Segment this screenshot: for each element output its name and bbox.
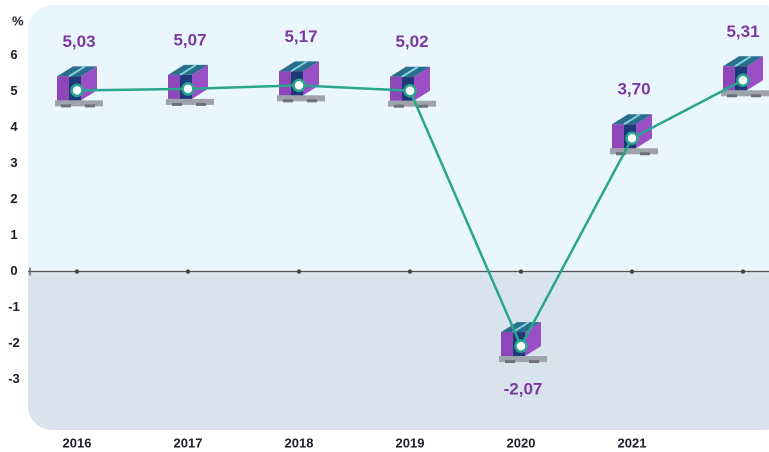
- pallet-slot: [505, 360, 515, 364]
- pallet-slot: [418, 104, 428, 108]
- zero-dot: [407, 269, 413, 274]
- box-tape: [290, 60, 308, 73]
- x-tick-label: 2018: [285, 435, 314, 450]
- y-tick-label: -2: [8, 335, 20, 350]
- data-point: [292, 78, 306, 93]
- box-tape: [68, 65, 86, 78]
- pallet-slot: [616, 152, 626, 156]
- pallet: [610, 148, 658, 155]
- box-tape: [512, 321, 530, 333]
- zero-dot: [185, 269, 191, 274]
- box-front-left: [390, 76, 402, 101]
- value-label: 5,17: [284, 27, 317, 46]
- value-label: 5,07: [173, 30, 206, 49]
- y-tick-label: 6: [10, 47, 17, 62]
- negative-area: [28, 271, 769, 430]
- pallet-slot: [307, 99, 317, 103]
- box-front-left: [612, 124, 624, 149]
- pallet: [499, 356, 547, 363]
- box-icon: [388, 65, 436, 108]
- box-side: [81, 66, 97, 101]
- pallet: [388, 100, 436, 107]
- box-front-left: [279, 71, 291, 96]
- box-front-left: [57, 76, 69, 101]
- pallet-slot: [172, 102, 182, 106]
- data-point: [625, 131, 639, 146]
- zero-dot: [296, 269, 302, 274]
- box-front-left: [168, 74, 180, 99]
- y-axis-label: %: [12, 13, 24, 28]
- pallet-slot: [529, 360, 539, 364]
- y-tick-label: 5: [10, 83, 17, 98]
- value-label: 3,70: [617, 80, 650, 99]
- y-tick-label: 0: [10, 263, 17, 278]
- pallet: [166, 98, 214, 105]
- box-tape: [179, 64, 197, 76]
- pallet: [55, 100, 103, 107]
- data-point: [70, 83, 84, 98]
- y-tick-label: -3: [8, 371, 20, 386]
- box-tape: [734, 55, 752, 68]
- value-label: 5,31: [726, 22, 759, 41]
- data-point: [181, 82, 195, 96]
- y-tick-label: 3: [10, 155, 17, 170]
- x-tick-label: 2019: [396, 435, 425, 450]
- box-side: [414, 66, 430, 101]
- plot-area: [28, 5, 769, 430]
- pallet-slot: [196, 102, 206, 106]
- pallet-slot: [61, 104, 71, 108]
- y-tick-label: 4: [10, 119, 18, 134]
- data-point: [514, 339, 528, 353]
- data-point: [403, 83, 417, 98]
- value-label: 5,03: [62, 32, 95, 51]
- pallet: [277, 95, 325, 102]
- value-label: 5,02: [395, 32, 428, 51]
- x-tick-label: 2017: [174, 435, 203, 450]
- zero-dot: [629, 269, 635, 274]
- box-tape: [401, 65, 419, 78]
- x-tick-label: 2016: [63, 435, 92, 450]
- zero-dot: [74, 269, 80, 274]
- x-tick-label: 2021: [618, 435, 647, 450]
- box-front-left: [501, 332, 513, 357]
- pallet-slot: [640, 152, 650, 156]
- box-tape: [623, 113, 641, 126]
- box-side: [747, 56, 763, 91]
- box-front-left: [723, 66, 735, 91]
- y-tick-label: 1: [10, 227, 17, 242]
- value-label: -2,07: [504, 380, 543, 399]
- pallet-slot: [727, 94, 737, 98]
- pallet-slot: [751, 94, 761, 98]
- y-tick-label: -1: [8, 299, 20, 314]
- pallet-slot: [283, 99, 293, 103]
- x-tick-label: 2020: [507, 435, 536, 450]
- data-point: [736, 73, 750, 88]
- box-side: [192, 64, 208, 99]
- pallet: [721, 90, 769, 97]
- y-tick-label: 2: [10, 191, 17, 206]
- pallet-slot: [85, 104, 95, 108]
- zero-dot: [518, 269, 524, 274]
- zero-dot: [740, 269, 746, 274]
- pallet-slot: [394, 104, 404, 108]
